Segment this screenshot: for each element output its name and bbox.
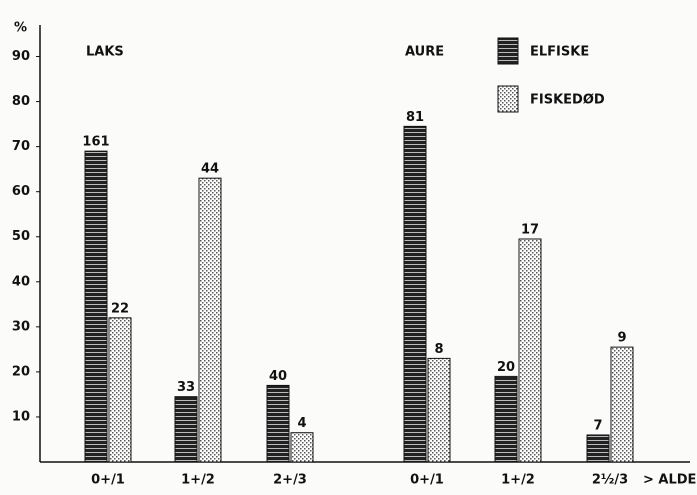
y-tick-label: 20 <box>12 364 30 379</box>
bar <box>290 432 314 463</box>
bar-count-label: 81 <box>406 110 424 125</box>
bar <box>518 238 542 463</box>
bar <box>403 125 427 463</box>
x-axis-label: > ALDER <box>643 473 697 488</box>
bar-count-label: 9 <box>617 331 626 346</box>
bar <box>174 396 198 463</box>
bar-count-label: 40 <box>269 369 287 384</box>
bar <box>266 384 290 463</box>
bar <box>84 150 108 463</box>
bar-count-label: 20 <box>497 360 515 375</box>
bar-count-label: 7 <box>593 418 602 433</box>
x-tick-label: 0+/1 <box>91 473 125 488</box>
bar <box>494 375 518 463</box>
bar <box>586 434 610 463</box>
x-tick-label: 2+/3 <box>273 473 307 488</box>
bar-count-label: 44 <box>201 162 219 177</box>
bar <box>610 346 634 463</box>
legend-swatch <box>497 85 519 113</box>
y-tick-label: 90 <box>12 49 30 64</box>
legend-swatch <box>497 37 519 65</box>
x-tick-label: 1+/2 <box>501 473 535 488</box>
y-tick-label: 80 <box>12 94 30 109</box>
bar-count-label: 8 <box>434 342 443 357</box>
bar <box>427 357 451 463</box>
x-tick-label: 1+/2 <box>181 473 215 488</box>
x-tick-label: 2½/3 <box>592 473 628 488</box>
bar-count-label: 4 <box>297 416 306 431</box>
bar-count-label: 33 <box>177 380 195 395</box>
bar <box>108 317 132 463</box>
bar-count-label: 161 <box>82 135 109 150</box>
y-tick-label: 70 <box>12 139 30 154</box>
x-tick-label: 0+/1 <box>410 473 444 488</box>
y-tick-label: 40 <box>12 274 30 289</box>
y-tick-label: 30 <box>12 319 30 334</box>
legend-label: ELFISKE <box>530 45 589 60</box>
y-tick-label: 10 <box>12 409 30 424</box>
bar-count-label: 22 <box>111 301 129 316</box>
y-tick-label: 50 <box>12 229 30 244</box>
bar-count-label: 17 <box>521 222 539 237</box>
y-tick-label: 60 <box>12 184 30 199</box>
y-axis-label: % <box>14 21 27 36</box>
group-label: AURE <box>405 45 444 60</box>
legend-label: FISKEDØD <box>530 93 605 108</box>
bar <box>198 177 222 463</box>
group-label: LAKS <box>86 45 124 60</box>
